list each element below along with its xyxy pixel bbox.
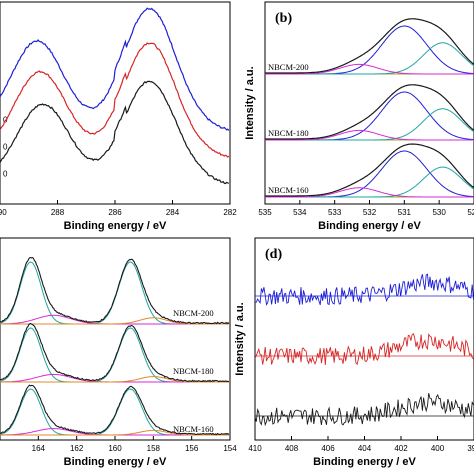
x-tick-label: 535 [258, 208, 272, 217]
x-tick-label: 398 [467, 444, 474, 453]
sample-label: NBCM-160 [268, 185, 309, 195]
plot-frame [0, 237, 231, 441]
x-axis-title: Binding energy / eV [64, 220, 167, 232]
x-tick-label: 529 [467, 208, 474, 217]
x-tick-label: 406 [321, 444, 335, 453]
x-tick-label: 290 [0, 208, 7, 217]
x-tick-label: 402 [394, 444, 408, 453]
panel-d: 410 408 406 404 402 400 398 Binding energy / eV… [234, 237, 474, 468]
panel-c: 164 162 160 158 156 154 Binding energy / eV NBC… [0, 237, 237, 468]
x-tick-label: 282 [223, 208, 237, 217]
y-axis-title: Intensity / a.u. [244, 66, 256, 139]
x-tick-label: 410 [248, 444, 262, 453]
sample-label: NBCM-200 [268, 62, 309, 72]
x-tick-label: 404 [358, 444, 372, 453]
x-tick-label: 160 [108, 444, 122, 453]
x-axis-title: Binding energy / eV [64, 456, 167, 468]
envelope-line [265, 84, 474, 140]
x-tick-label: 162 [70, 444, 84, 453]
x-tick-label: 531 [398, 208, 412, 217]
series-line [254, 393, 474, 427]
fit-component [265, 129, 474, 141]
x-tick-label: 533 [328, 208, 342, 217]
x-tick-label: 156 [185, 444, 199, 453]
series-line [0, 7, 230, 131]
series-label: 0 [3, 169, 8, 178]
x-tick-label: 286 [108, 208, 122, 217]
envelope-line [0, 384, 230, 436]
x-tick-label: 532 [363, 208, 377, 217]
envelope-line [0, 322, 230, 383]
panel-b: 535 534 533 532 531 530 529 Binding energy / eV… [244, 1, 474, 232]
x-tick-label: 164 [32, 444, 46, 453]
x-tick-label: 288 [51, 208, 65, 217]
fit-component [0, 376, 229, 383]
x-tick-label: 408 [285, 444, 299, 453]
series-line [254, 273, 474, 306]
panel-tag: (d) [265, 247, 282, 262]
x-tick-label: 154 [223, 444, 237, 453]
fit-component [265, 63, 474, 75]
x-axis-title: Binding energy / eV [313, 456, 416, 468]
x-tick-label: 284 [166, 208, 180, 217]
sample-label: NBCM-200 [173, 308, 214, 318]
plot-frame [254, 237, 474, 441]
envelope-line [265, 143, 474, 197]
x-tick-label: 534 [293, 208, 307, 217]
fit-component [0, 429, 229, 436]
series-line [254, 332, 474, 366]
x-tick-label: 400 [431, 444, 445, 453]
x-tick-label: 530 [432, 208, 446, 217]
envelope-line [265, 18, 474, 74]
x-tick-label: 158 [147, 444, 161, 453]
x-axis-title: Binding energy / eV [318, 220, 421, 232]
series-line [0, 42, 230, 158]
y-axis-title: Intensity / a.u. [234, 302, 246, 375]
sample-label: NBCM-180 [268, 128, 309, 138]
sample-label: NBCM-160 [173, 424, 214, 434]
series-line [0, 80, 230, 185]
series-label: 0 [3, 142, 8, 151]
sample-label: NBCM-180 [173, 366, 214, 376]
envelope-line [0, 256, 230, 325]
fit-component [265, 187, 474, 198]
panel-tag: (b) [275, 11, 292, 26]
